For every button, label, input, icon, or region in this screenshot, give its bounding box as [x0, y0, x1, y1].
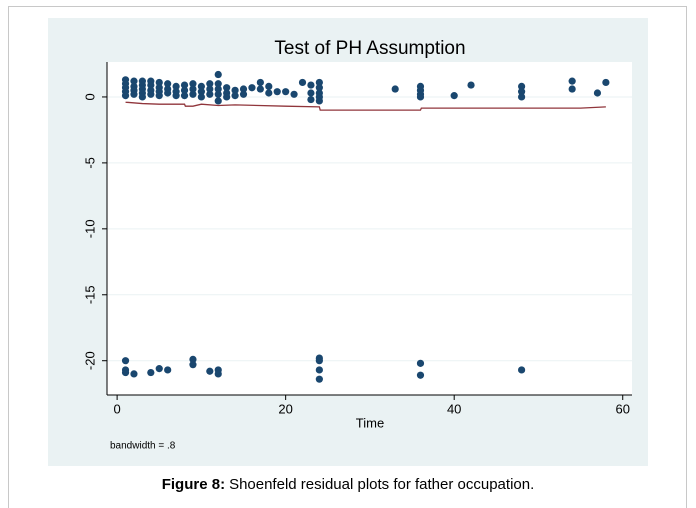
scatter-point	[214, 90, 222, 98]
x-tick-label: 0	[113, 401, 120, 416]
scatter-point	[416, 371, 425, 379]
scatter-point	[206, 80, 214, 88]
scatter-point	[121, 368, 130, 377]
scatter-point	[155, 78, 163, 87]
x-tick-label: 20	[278, 401, 292, 416]
scatter-point	[593, 89, 602, 97]
scatter-point	[214, 97, 222, 105]
scatter-point	[180, 81, 189, 89]
scatter-point	[265, 89, 273, 97]
scatter-point	[206, 90, 214, 98]
x-axis-label: Time	[356, 415, 384, 430]
scatter-point	[197, 93, 205, 101]
scatter-point	[147, 90, 155, 98]
scatter-point	[172, 92, 180, 100]
scatter-point	[231, 86, 239, 94]
scatter-point	[256, 78, 264, 87]
scatter-point	[164, 80, 172, 88]
scatter-point	[197, 88, 205, 96]
lowess-line	[125, 101, 606, 111]
scatter-point	[214, 370, 222, 378]
scatter-point	[214, 85, 222, 93]
chart-title: Test of PH Assumption	[274, 38, 465, 59]
scatter-point	[223, 93, 231, 101]
scatter-point	[180, 92, 189, 100]
caption: Figure 8: Shoenfeld residual plots for fa…	[0, 476, 696, 493]
scatter-point	[206, 367, 214, 375]
scatter-point	[568, 85, 576, 93]
scatter-point	[121, 92, 130, 100]
scatter-point	[518, 88, 526, 96]
scatter-point	[239, 85, 248, 93]
scatter-point	[155, 365, 163, 373]
scatter-point	[315, 97, 323, 105]
scatter-point	[214, 70, 222, 79]
scatter-point	[416, 359, 425, 367]
scatter-point	[315, 375, 323, 383]
note: bandwidth = .8	[110, 441, 176, 452]
scatter-point	[391, 85, 399, 93]
scatter-point	[518, 82, 526, 90]
scatter-point	[180, 86, 189, 94]
scatter-point	[164, 366, 172, 374]
scatter-point	[248, 84, 256, 92]
y-tick-label: -10	[82, 219, 97, 238]
scatter-point	[265, 82, 273, 90]
scatter-point	[121, 357, 130, 365]
scatter-point	[518, 93, 526, 101]
scatter-point	[189, 90, 197, 98]
figure-frame	[8, 6, 687, 508]
chart: Test of PH Assumption Time bandwidth = .…	[48, 18, 648, 466]
scatter-point	[282, 88, 290, 96]
scatter-point	[568, 77, 576, 85]
scatter-point	[189, 80, 197, 88]
scatter-point	[298, 78, 307, 87]
scatter-point	[130, 90, 138, 98]
scatter-point	[256, 85, 264, 93]
scatter-point	[307, 95, 315, 104]
scatter-point	[315, 357, 323, 365]
scatter-point	[290, 90, 298, 98]
scatter-point	[307, 89, 315, 97]
scatter-point	[189, 361, 197, 369]
y-tick-label: 0	[82, 93, 97, 100]
x-tick-label: 40	[447, 401, 461, 416]
scatter-point	[138, 93, 146, 101]
scatter-point	[518, 366, 526, 374]
scatter-point	[239, 90, 248, 98]
y-tick-label: -5	[82, 157, 97, 169]
scatter-point	[315, 84, 323, 92]
scatter-point	[416, 93, 425, 101]
scatter-point	[231, 92, 239, 100]
scatter-point	[467, 81, 475, 89]
scatter-point	[602, 78, 610, 87]
scatter-point	[155, 92, 163, 100]
scatter-point	[189, 355, 197, 363]
scatter-point	[164, 89, 172, 97]
scatter-point	[223, 84, 231, 92]
y-tick-label: -20	[82, 351, 97, 370]
scatter-point	[189, 85, 197, 93]
scatter-point	[307, 81, 315, 89]
scatter-point	[130, 370, 138, 378]
scatter-point	[147, 368, 155, 377]
scatter-point	[206, 85, 214, 93]
y-tick-label: -15	[82, 285, 97, 304]
scatter-point	[214, 80, 222, 88]
scatter-point	[315, 78, 323, 87]
scatter-point	[147, 81, 155, 89]
x-tick-label: 60	[615, 401, 629, 416]
scatter-point	[172, 82, 180, 90]
scatter-point	[315, 366, 323, 374]
caption-text: Shoenfeld residual plots for father occu…	[229, 476, 535, 493]
caption-label: Figure 8:	[161, 476, 226, 493]
scatter-point	[273, 88, 281, 96]
scatter-point	[197, 82, 205, 90]
scatter-point	[450, 92, 458, 100]
scatter-point	[130, 77, 138, 85]
